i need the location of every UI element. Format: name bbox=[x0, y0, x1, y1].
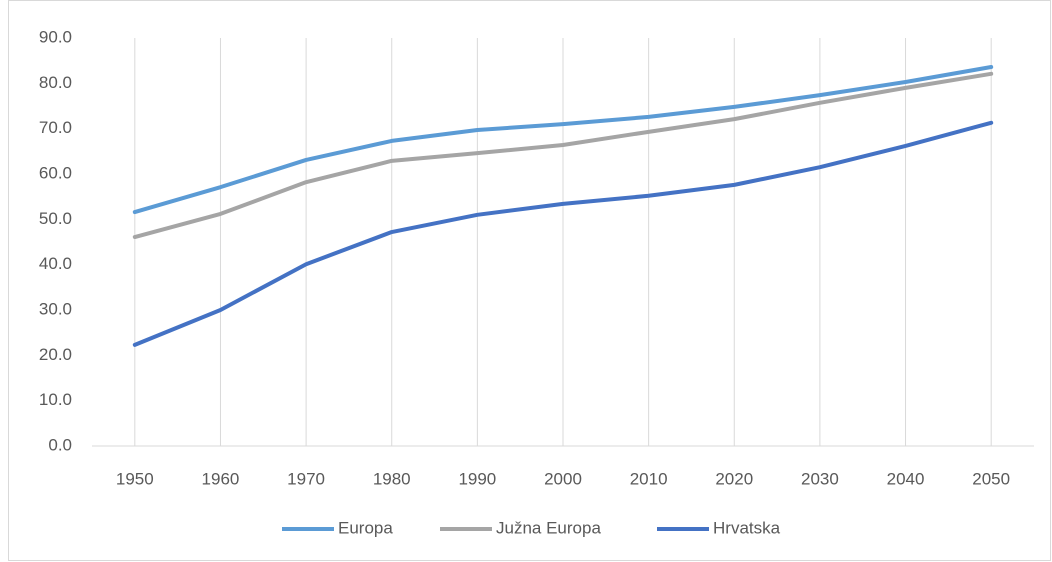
x-tick-label: 1960 bbox=[202, 469, 240, 488]
x-tick-label: 2030 bbox=[801, 469, 839, 488]
x-tick-label: 1990 bbox=[458, 469, 496, 488]
series-line bbox=[132, 120, 994, 347]
x-tick-label: 2020 bbox=[715, 469, 753, 488]
legend-label: Europa bbox=[338, 518, 393, 537]
y-tick-label: 60.0 bbox=[39, 163, 72, 182]
x-tick-label: 1970 bbox=[287, 469, 325, 488]
y-tick-label: 30.0 bbox=[39, 299, 72, 318]
x-tick-label: 2010 bbox=[630, 469, 668, 488]
series-line bbox=[132, 65, 994, 215]
y-tick-label: 10.0 bbox=[39, 390, 72, 409]
series-line bbox=[132, 71, 994, 240]
x-tick-label: 1980 bbox=[373, 469, 411, 488]
x-tick-label: 2040 bbox=[887, 469, 925, 488]
legend-label: Hrvatska bbox=[713, 518, 781, 537]
y-tick-label: 90.0 bbox=[39, 27, 72, 46]
x-tick-label: 2000 bbox=[544, 469, 582, 488]
legend-label: Južna Europa bbox=[496, 518, 601, 537]
y-tick-label: 80.0 bbox=[39, 73, 72, 92]
y-tick-label: 0.0 bbox=[48, 435, 72, 454]
y-tick-label: 50.0 bbox=[39, 209, 72, 228]
y-tick-label: 70.0 bbox=[39, 118, 72, 137]
y-tick-label: 40.0 bbox=[39, 254, 72, 273]
y-tick-label: 20.0 bbox=[39, 345, 72, 364]
x-tick-label: 2050 bbox=[972, 469, 1010, 488]
x-tick-label: 1950 bbox=[116, 469, 154, 488]
